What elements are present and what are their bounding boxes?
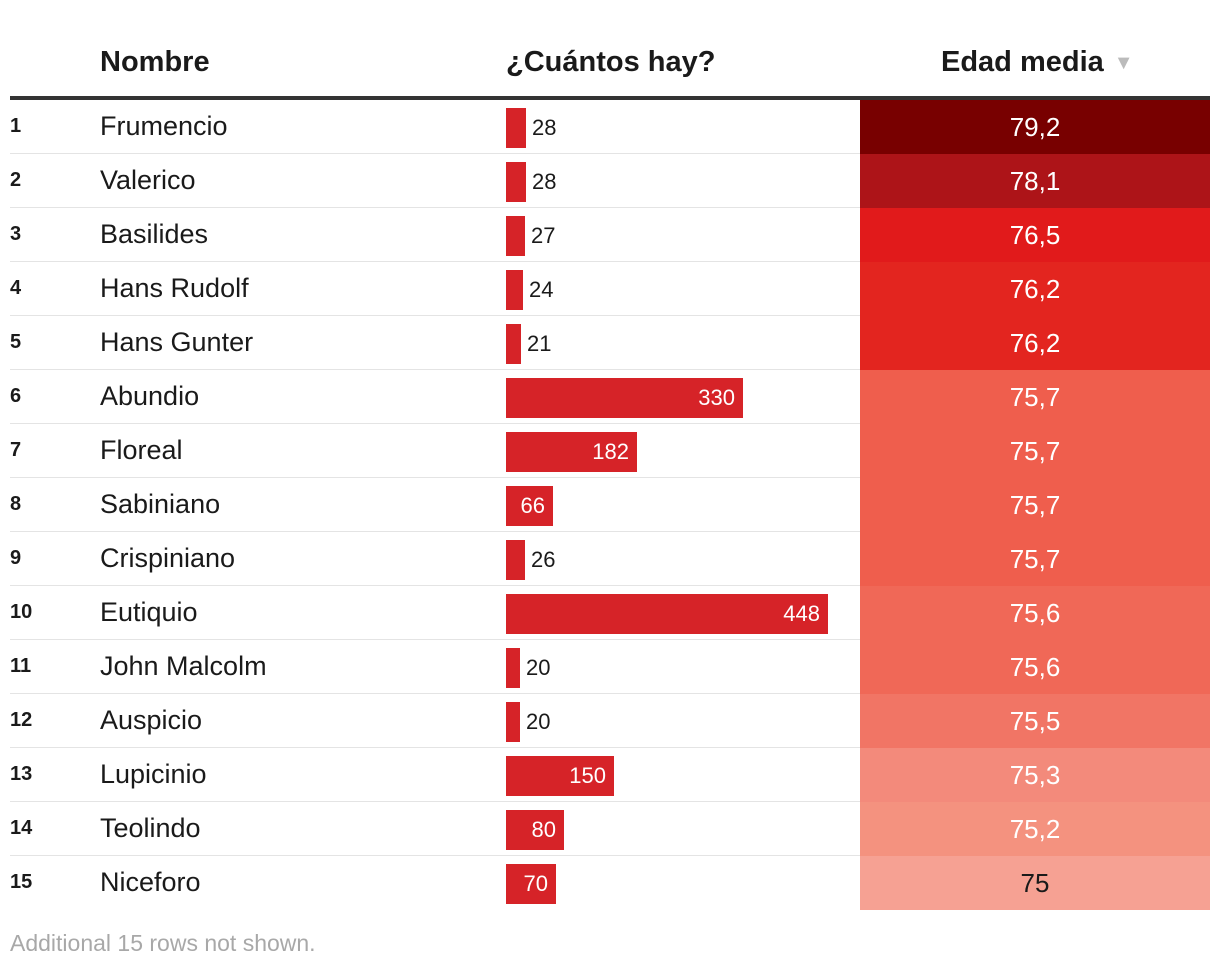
- table-row: 3 Basilides 27 76,5: [10, 208, 1210, 262]
- sort-descending-icon: ▼: [1113, 52, 1134, 74]
- count-bar: [506, 702, 520, 742]
- count-bar: [506, 378, 743, 418]
- row-name: Teolindo: [100, 813, 201, 843]
- row-name: Basilides: [100, 219, 209, 249]
- age-cell: 76,2: [860, 262, 1210, 316]
- row-name: Niceforo: [100, 867, 201, 897]
- row-name: Frumencio: [100, 111, 228, 141]
- age-cell: 75,7: [860, 532, 1210, 586]
- row-name: Hans Rudolf: [100, 273, 249, 303]
- table-row: 5 Hans Gunter 21 76,2: [10, 316, 1210, 370]
- row-name: Sabiniano: [100, 489, 221, 519]
- age-cell: 75: [860, 856, 1210, 910]
- table-body: 1 Frumencio 28 79,2 2 Valerico 28 78,1 3 Basilide…: [10, 100, 1210, 910]
- count-label: 20: [526, 655, 551, 680]
- age-cell: 76,5: [860, 208, 1210, 262]
- table-row: 1 Frumencio 28 79,2: [10, 100, 1210, 154]
- table-row: 13 Lupicinio 150 75,3: [10, 748, 1210, 802]
- age-cell: 75,7: [860, 478, 1210, 532]
- table-header: Nombre ¿Cuántos hay? Edad media ▼: [10, 0, 1210, 100]
- count-label: 20: [526, 709, 551, 734]
- row-rank: 14: [10, 817, 33, 839]
- age-cell: 79,2: [860, 100, 1210, 154]
- count-label: 182: [592, 439, 629, 464]
- row-rank: 15: [10, 871, 33, 893]
- count-bar: [506, 486, 553, 526]
- count-bar: [506, 270, 523, 310]
- count-label: 330: [698, 385, 735, 410]
- row-name: Crispiniano: [100, 543, 236, 573]
- count-label: 28: [532, 169, 557, 194]
- row-rank: 9: [10, 547, 22, 569]
- age-cell: 75,7: [860, 424, 1210, 478]
- header-count[interactable]: ¿Cuántos hay?: [506, 46, 716, 78]
- count-label: 21: [527, 331, 552, 356]
- age-cell: 75,6: [860, 640, 1210, 694]
- count-bar: [506, 108, 526, 148]
- table-row: 15 Niceforo 70 75: [10, 856, 1210, 910]
- count-bar: [506, 594, 828, 634]
- count-label: 70: [523, 871, 548, 896]
- row-name: Hans Gunter: [100, 327, 254, 357]
- table-row: 2 Valerico 28 78,1: [10, 154, 1210, 208]
- row-rank: 4: [10, 277, 22, 299]
- count-bar: [506, 216, 525, 256]
- table-row: 6 Abundio 330 75,7: [10, 370, 1210, 424]
- table-row: 7 Floreal 182 75,7: [10, 424, 1210, 478]
- row-rank: 10: [10, 601, 33, 623]
- count-bar: [506, 756, 614, 796]
- age-cell: 75,5: [860, 694, 1210, 748]
- table-row: 9 Crispiniano 26 75,7: [10, 532, 1210, 586]
- data-table: Nombre ¿Cuántos hay? Edad media ▼ 1 Frumen…: [10, 0, 1210, 910]
- age-cell: 75,7: [860, 370, 1210, 424]
- header-age-label: Edad media: [941, 46, 1104, 78]
- count-bar: [506, 324, 521, 364]
- row-name: Auspicio: [100, 705, 203, 735]
- row-rank: 6: [10, 385, 22, 407]
- row-name: Eutiquio: [100, 597, 198, 627]
- row-rank: 7: [10, 439, 22, 461]
- count-label: 150: [569, 763, 606, 788]
- count-bar: [506, 540, 525, 580]
- row-rank: 2: [10, 169, 22, 191]
- count-label: 26: [531, 547, 556, 572]
- row-rank: 3: [10, 223, 22, 245]
- row-rank: 5: [10, 331, 22, 353]
- table-row: 12 Auspicio 20 75,5: [10, 694, 1210, 748]
- rows-not-shown-note: Additional 15 rows not shown.: [10, 930, 316, 956]
- row-name: John Malcolm: [100, 651, 267, 681]
- table-row: 4 Hans Rudolf 24 76,2: [10, 262, 1210, 316]
- count-label: 27: [531, 223, 556, 248]
- count-label: 448: [783, 601, 820, 626]
- row-name: Lupicinio: [100, 759, 207, 789]
- age-cell: 75,2: [860, 802, 1210, 856]
- table-row: 14 Teolindo 80 75,2: [10, 802, 1210, 856]
- count-label: 24: [529, 277, 554, 302]
- age-cell: 75,3: [860, 748, 1210, 802]
- count-bar: [506, 432, 637, 472]
- row-name: Floreal: [100, 435, 183, 465]
- header-name[interactable]: Nombre: [100, 46, 210, 78]
- count-bar: [506, 864, 556, 904]
- count-label: 80: [531, 817, 556, 842]
- count-bar: [506, 162, 526, 202]
- row-rank: 11: [10, 655, 32, 677]
- row-rank: 1: [10, 115, 22, 137]
- row-rank: 12: [10, 709, 33, 731]
- row-rank: 8: [10, 493, 22, 515]
- age-cell: 76,2: [860, 316, 1210, 370]
- row-name: Valerico: [100, 165, 196, 195]
- count-bar: [506, 810, 564, 850]
- header-age[interactable]: Edad media ▼: [941, 46, 1134, 79]
- count-label: 66: [520, 493, 545, 518]
- age-cell: 75,6: [860, 586, 1210, 640]
- age-cell: 78,1: [860, 154, 1210, 208]
- count-bar: [506, 648, 520, 688]
- table-row: 11 John Malcolm 20 75,6: [10, 640, 1210, 694]
- table-row: 10 Eutiquio 448 75,6: [10, 586, 1210, 640]
- table-row: 8 Sabiniano 66 75,7: [10, 478, 1210, 532]
- row-rank: 13: [10, 763, 33, 785]
- row-name: Abundio: [100, 381, 200, 411]
- count-label: 28: [532, 115, 557, 140]
